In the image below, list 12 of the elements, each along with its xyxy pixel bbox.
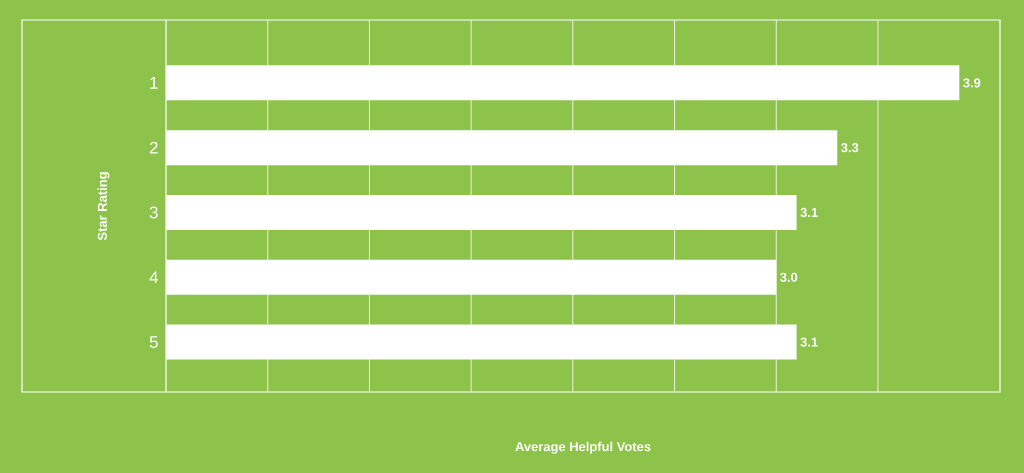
- y-axis-title: Star Rating: [97, 172, 110, 241]
- data-label: 3.0: [780, 272, 798, 282]
- data-label: 3.9: [963, 78, 981, 88]
- y-tick-label: 2: [149, 141, 158, 154]
- x-axis-title: Average Helpful Votes: [515, 441, 651, 454]
- data-label: 3.1: [800, 207, 818, 218]
- y-tick-label: 3: [149, 206, 158, 219]
- y-tick-label: 4: [149, 271, 158, 284]
- data-label: 3.1: [800, 337, 818, 347]
- y-tick-label: 1: [150, 77, 158, 89]
- data-label: 3.3: [841, 143, 859, 153]
- y-tick-label: 5: [149, 336, 158, 348]
